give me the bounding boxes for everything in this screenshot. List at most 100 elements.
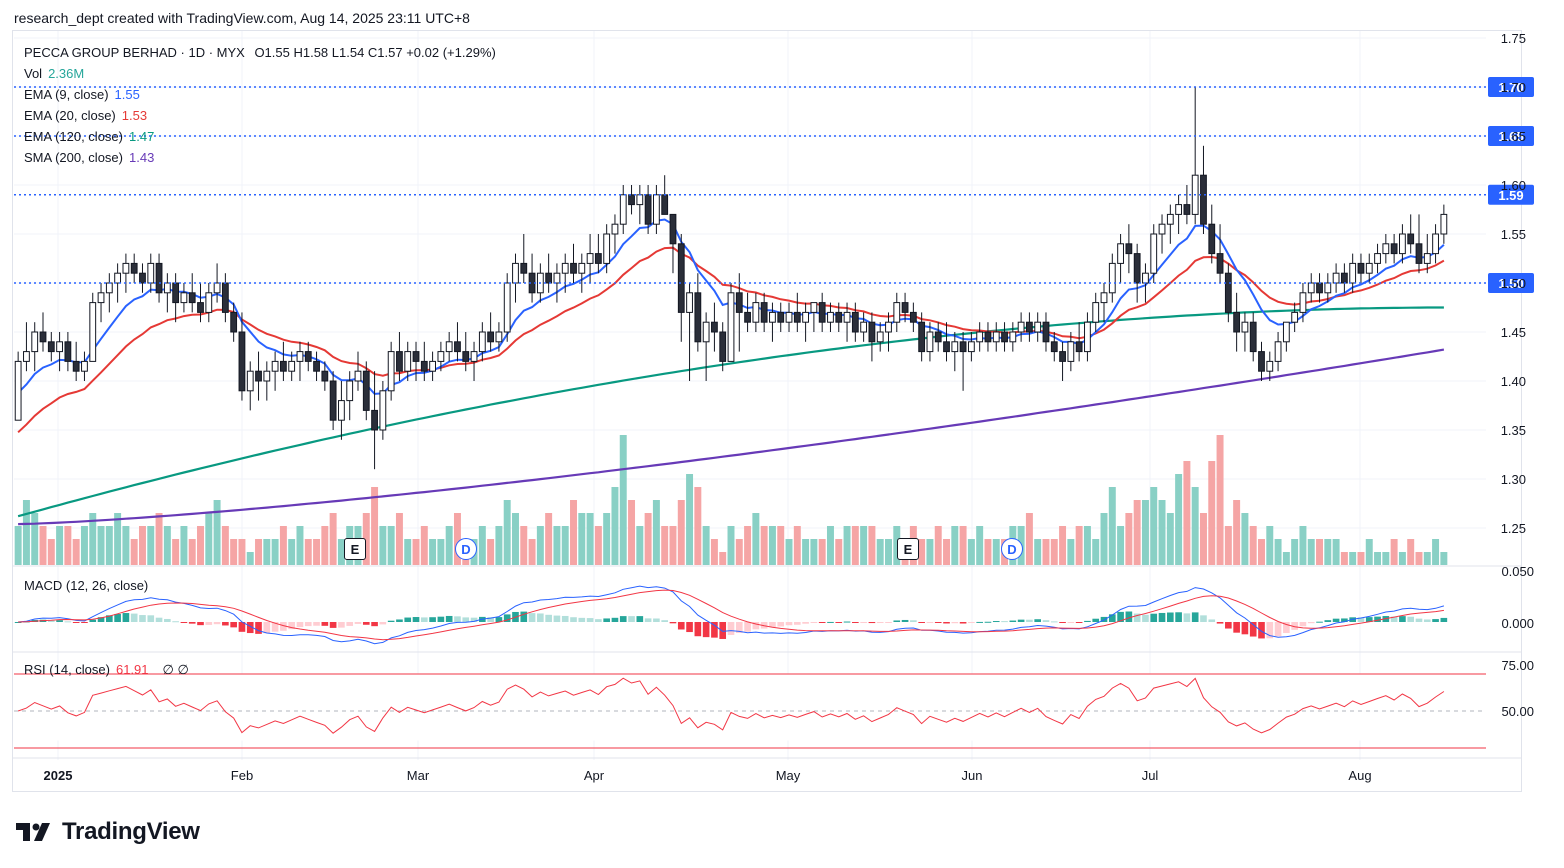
candle xyxy=(1224,263,1232,323)
sma200-value: 1.43 xyxy=(129,150,155,165)
candle xyxy=(1241,312,1249,352)
legend-sma200[interactable]: SMA (200, close) 1.43 xyxy=(24,150,154,165)
volume-bar xyxy=(967,539,975,565)
volume-bar xyxy=(512,513,519,565)
volume-bar xyxy=(1382,552,1390,565)
macd-hist-bar xyxy=(213,622,221,625)
tradingview-logo[interactable]: TradingView xyxy=(16,818,200,846)
macd-hist-bar xyxy=(752,622,760,630)
dividend-marker[interactable]: D xyxy=(1001,538,1023,560)
candle xyxy=(180,283,188,313)
candle-body xyxy=(296,351,304,362)
candle xyxy=(81,351,88,381)
candle-body xyxy=(652,194,660,225)
volume-bar xyxy=(1100,513,1108,565)
volume-bar xyxy=(976,526,984,565)
legend-rsi[interactable]: RSI (14, close) 61.91 ∅ ∅ xyxy=(24,662,189,678)
earnings-marker[interactable]: E xyxy=(897,538,919,560)
candle xyxy=(1117,234,1124,283)
macd-hist-bar xyxy=(918,622,925,623)
legend-ema20[interactable]: EMA (20, close) 1.53 xyxy=(24,108,147,123)
candle xyxy=(1382,234,1390,264)
candle xyxy=(379,381,387,440)
candle xyxy=(1266,351,1274,381)
candle xyxy=(172,273,180,323)
candle-body xyxy=(1042,321,1050,343)
candle xyxy=(1340,263,1348,293)
volume-bar xyxy=(1025,513,1033,565)
candle-body xyxy=(992,331,1000,343)
candle xyxy=(909,302,917,332)
candle-body xyxy=(1133,253,1141,284)
volume-bar xyxy=(329,513,337,565)
candle xyxy=(130,253,138,283)
candle xyxy=(1374,243,1381,274)
candle-body xyxy=(371,409,378,431)
rsi-band xyxy=(14,674,1486,741)
candle-body xyxy=(396,351,403,372)
macd-hist-bar xyxy=(1324,620,1332,622)
candle-body xyxy=(545,272,553,284)
macd-hist-bar xyxy=(89,619,97,622)
candle-body xyxy=(1241,321,1249,333)
candle-body xyxy=(221,282,229,313)
legend-volume[interactable]: Vol 2.36M xyxy=(24,66,84,81)
earnings-marker[interactable]: E xyxy=(344,538,366,560)
volume-bar xyxy=(785,539,793,565)
ema20-value: 1.53 xyxy=(121,108,148,123)
volume-bar xyxy=(64,526,72,565)
volume-bar xyxy=(487,539,495,565)
dividend-marker[interactable]: D xyxy=(455,538,477,560)
candle-body xyxy=(669,213,677,245)
candle xyxy=(1108,253,1116,303)
candle xyxy=(545,253,553,293)
candle-body xyxy=(1009,331,1017,343)
candle-body xyxy=(271,360,279,372)
macd-hist-bar xyxy=(329,622,337,628)
candle xyxy=(14,351,22,421)
candle xyxy=(702,312,710,381)
candle-body xyxy=(503,282,511,333)
horizontal-levels: 1.70 1.65 1.59 1.50 xyxy=(14,77,1534,293)
candle xyxy=(1282,321,1290,352)
candle xyxy=(114,263,122,303)
candle xyxy=(412,341,420,381)
volume-bar xyxy=(561,526,569,565)
candle-body xyxy=(735,292,743,313)
volume-bar xyxy=(404,539,412,565)
candle xyxy=(769,302,776,342)
legend-macd[interactable]: MACD (12, 26, close) xyxy=(24,578,148,593)
macd-hist-bar xyxy=(106,615,113,622)
candle xyxy=(1440,204,1448,244)
legend-ema9[interactable]: EMA (9, close) 1.55 xyxy=(24,87,140,102)
volume-bar xyxy=(810,539,818,565)
candle-body xyxy=(139,272,146,284)
volume-bar xyxy=(188,539,196,565)
macd-hist-bar xyxy=(1299,622,1307,627)
candle-body xyxy=(1365,262,1373,274)
candle-body xyxy=(570,262,577,274)
macd-hist-bar xyxy=(984,621,992,623)
candle-body xyxy=(1026,321,1033,333)
candle xyxy=(694,273,702,352)
chart-frame[interactable] xyxy=(12,30,1522,792)
level-tag-label: 1.59 xyxy=(1498,188,1523,203)
legend-ema120[interactable]: EMA (120, close) 1.47 xyxy=(24,129,154,144)
candle xyxy=(810,302,818,332)
volume-bar xyxy=(644,513,652,565)
candle-body xyxy=(520,262,528,274)
volume-bar xyxy=(536,526,544,565)
volume-bar xyxy=(1423,552,1431,565)
time-tick-label: Jul xyxy=(1142,768,1159,783)
candle xyxy=(727,283,735,362)
candle xyxy=(1233,292,1241,352)
macd-hist-bar xyxy=(139,615,146,622)
rsi-pane: 75.00 50.00 xyxy=(14,658,1534,749)
candle-body xyxy=(959,341,967,353)
volume-bar xyxy=(934,526,942,565)
macd-hist-bar xyxy=(362,622,370,625)
candle-body xyxy=(644,194,652,225)
macd-hist-bar xyxy=(537,613,544,622)
candle-body xyxy=(163,282,171,294)
